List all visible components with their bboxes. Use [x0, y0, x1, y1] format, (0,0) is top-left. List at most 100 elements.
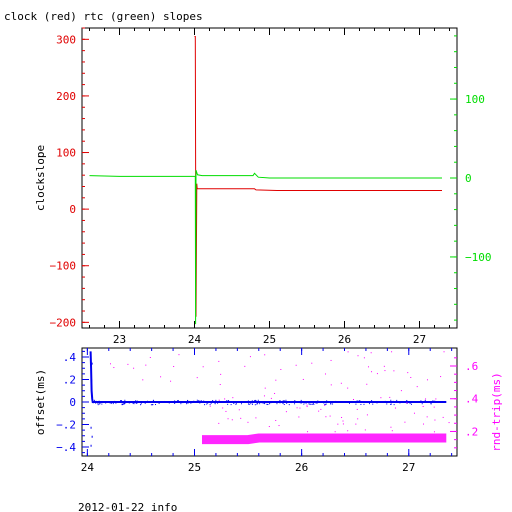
offset-point [112, 403, 114, 405]
roundtrip-point [231, 419, 233, 421]
offset-point [214, 403, 216, 405]
offset-point [228, 400, 230, 402]
roundtrip-point [178, 354, 180, 356]
offset-point [135, 400, 137, 402]
offset-point [190, 401, 192, 403]
roundtrip-point [202, 366, 204, 368]
offset-point [207, 402, 209, 404]
roundtrip-point [347, 430, 349, 432]
offset-point [248, 403, 250, 405]
offset-point [200, 400, 202, 402]
offset-point [163, 401, 165, 403]
roundtrip-point [209, 405, 211, 407]
offset-point [300, 401, 302, 403]
offset-point [209, 404, 211, 406]
roundtrip-point [340, 382, 342, 384]
offset-point [248, 402, 250, 404]
offset-point [155, 404, 157, 406]
roundtrip-point [433, 431, 435, 433]
offset-point [418, 401, 420, 403]
offset-point [276, 403, 278, 405]
offset-point [255, 400, 257, 402]
roundtrip-point [225, 410, 227, 412]
offset-point [227, 399, 229, 401]
offset-point [214, 401, 216, 403]
roundtrip-point [434, 419, 436, 421]
offset-point [174, 402, 176, 404]
offset-point [315, 402, 317, 404]
roundtrip-point [320, 408, 322, 410]
offset-point [268, 403, 270, 405]
offset-point [312, 403, 314, 405]
offset-point [219, 400, 221, 402]
offset-point [95, 400, 97, 402]
offset-point [372, 403, 374, 405]
offset-point [346, 401, 348, 403]
offset-point [264, 403, 266, 405]
offset-point [90, 444, 92, 447]
roundtrip-point [426, 416, 428, 418]
roundtrip-point [341, 416, 343, 418]
offset-point [282, 400, 284, 402]
offset-point [227, 403, 229, 405]
offset-point [279, 401, 281, 403]
roundtrip-point [298, 416, 300, 418]
offset-point [254, 399, 256, 401]
offset-point [390, 403, 392, 405]
offset-point [247, 400, 249, 402]
offset-point [390, 403, 392, 405]
offset-point [173, 400, 175, 402]
offset-point [177, 400, 179, 402]
offset-point [180, 403, 182, 405]
offset-point [256, 403, 258, 405]
x-tick-label: 27 [413, 333, 426, 346]
roundtrip-point [244, 365, 246, 367]
roundtrip-point [295, 364, 297, 366]
roundtrip-y-axis-label: rnd-trip(ms) [490, 372, 503, 451]
offset-point [157, 401, 159, 403]
offset-point [91, 379, 93, 382]
roundtrip-point [393, 370, 395, 372]
roundtrip-point [218, 360, 220, 362]
roundtrip-point [318, 410, 320, 412]
x-tick-label: 26 [338, 333, 351, 346]
roundtrip-point [285, 411, 287, 413]
roundtrip-point [306, 404, 308, 406]
y-tick-label: 100 [56, 147, 76, 160]
roundtrip-right-axis: .2 .4 .6 [450, 357, 479, 449]
offset-point [406, 399, 408, 401]
roundtrip-point [357, 418, 359, 420]
offset-point [303, 403, 305, 405]
y-tick-label: .4 [63, 351, 77, 364]
offset-point [119, 400, 121, 402]
offset-point [407, 401, 409, 403]
offset-point [177, 399, 179, 401]
offset-point [247, 402, 249, 404]
roundtrip-point [263, 395, 265, 397]
roundtrip-band [202, 433, 447, 445]
slopes-y-axis-label: clockslope [34, 145, 47, 211]
roundtrip-point [357, 355, 359, 357]
roundtrip-point [109, 363, 111, 365]
offset-point [342, 401, 344, 403]
offset-point [91, 362, 93, 365]
offset-point [139, 401, 141, 403]
roundtrip-point [113, 367, 115, 369]
offset-point [376, 402, 378, 404]
offset-point [193, 400, 195, 402]
offset-point [151, 404, 153, 406]
offset-point [311, 403, 313, 405]
offset-point [313, 403, 315, 405]
roundtrip-point [347, 387, 349, 389]
roundtrip-point [275, 379, 277, 381]
roundtrip-point [433, 406, 435, 408]
offset-point [432, 400, 434, 402]
offset-point [371, 400, 373, 402]
offset-point [214, 402, 216, 404]
offset-point [424, 399, 426, 401]
offset-point [249, 401, 251, 403]
roundtrip-point [238, 409, 240, 411]
roundtrip-point [448, 422, 450, 424]
rtc-slope-line [89, 169, 442, 325]
offset-point [172, 401, 174, 403]
